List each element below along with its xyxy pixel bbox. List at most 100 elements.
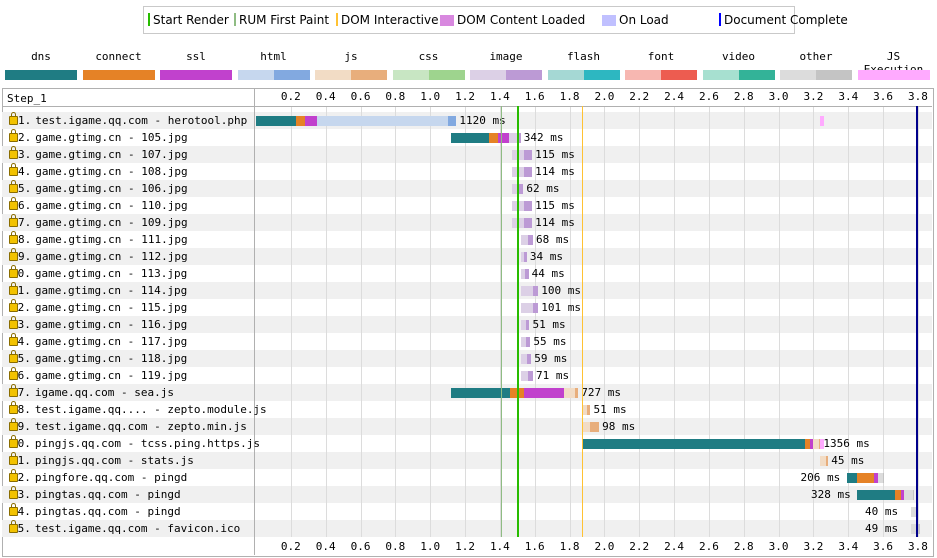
request-label[interactable]: 21. pingjs.qq.com - stats.js: [9, 452, 194, 469]
table-row[interactable]: [2, 112, 932, 129]
request-label[interactable]: 18. test.igame.qq.... - zepto.module.js: [9, 401, 267, 418]
request-label[interactable]: 24. pingtas.qq.com - pingd: [9, 503, 181, 520]
swatch-light: [625, 70, 661, 80]
request-label[interactable]: 20. pingjs.qq.com - tcss.ping.https.js: [9, 435, 260, 452]
request-label[interactable]: 10. game.gtimg.cn - 113.jpg: [9, 265, 187, 282]
lock-icon: [9, 333, 18, 346]
request-label[interactable]: 3. game.gtimg.cn - 107.jpg: [9, 146, 188, 163]
request-label[interactable]: 12. game.gtimg.cn - 115.jpg: [9, 299, 187, 316]
request-separator: -: [120, 284, 141, 297]
duration-label: 71 ms: [535, 369, 570, 382]
request-separator: -: [114, 386, 135, 399]
legend-type-swatch: [5, 70, 77, 80]
axis-tick-bottom: 3.2: [803, 540, 824, 553]
request-label[interactable]: 9. game.gtimg.cn - 112.jpg: [9, 248, 188, 265]
duration-label: 114 ms: [535, 216, 575, 229]
legend-swatch: [719, 13, 721, 26]
request-host: igame.qq.com: [34, 386, 115, 399]
request-host: game.gtimg.cn: [35, 250, 122, 263]
request-label[interactable]: 22. pingfore.qq.com - pingd: [9, 469, 187, 486]
ssl-segment: [524, 388, 565, 398]
request-label[interactable]: 1. test.igame.qq.com - herotool.php: [9, 112, 247, 129]
gridline: [290, 106, 292, 537]
request-number: 1.: [18, 114, 32, 127]
js-execution-segment: [820, 439, 824, 449]
request-label[interactable]: 6. game.gtimg.cn - 110.jpg: [9, 197, 188, 214]
lock-icon: [9, 469, 18, 482]
gridline: [917, 106, 919, 537]
request-host: game.gtimg.cn: [35, 182, 122, 195]
download-segment: [527, 235, 533, 245]
request-label[interactable]: 17. igame.qq.com - sea.js: [9, 384, 174, 401]
axis-tick-top: 1.0: [420, 90, 441, 103]
table-row[interactable]: [2, 248, 932, 265]
lock-icon: [9, 350, 18, 363]
request-path: 116.jpg: [140, 318, 188, 331]
download-segment: [532, 303, 539, 313]
duration-label: 34 ms: [529, 250, 563, 263]
request-host: test.igame.qq.com: [35, 114, 148, 127]
legend-type-image: image: [489, 50, 523, 63]
request-label[interactable]: 11. game.gtimg.cn - 114.jpg: [9, 282, 187, 299]
request-label[interactable]: 5. game.gtimg.cn - 106.jpg: [9, 180, 188, 197]
request-label[interactable]: 7. game.gtimg.cn - 109.jpg: [9, 214, 188, 231]
legend-label: RUM First Paint: [239, 13, 330, 27]
axis-tick-bottom: 1.4: [489, 540, 510, 553]
table-row[interactable]: [2, 146, 932, 163]
connect-segment: [804, 439, 810, 449]
table-row[interactable]: [2, 316, 932, 333]
request-number: 6.: [18, 199, 32, 212]
duration-label: 51 ms: [593, 403, 627, 416]
request-label[interactable]: 23. pingtas.qq.com - pingd: [9, 486, 181, 503]
request-segment: [520, 354, 527, 364]
request-label[interactable]: 15. game.gtimg.cn - 118.jpg: [9, 350, 187, 367]
duration-label: 55 ms: [533, 335, 567, 348]
swatch-dark: [816, 70, 852, 80]
axis-tick-top: 0.6: [350, 90, 371, 103]
table-row[interactable]: [2, 214, 932, 231]
lock-icon: [9, 452, 18, 465]
table-row[interactable]: [2, 350, 932, 367]
request-number: 5.: [18, 182, 32, 195]
table-row[interactable]: [2, 486, 932, 503]
request-number: 4.: [18, 165, 32, 178]
table-row[interactable]: [2, 180, 932, 197]
table-row[interactable]: [2, 418, 932, 435]
table-row[interactable]: [2, 520, 932, 537]
table-row[interactable]: [2, 282, 932, 299]
axis-tick-top: 3.8: [908, 90, 928, 103]
gridline: [639, 106, 641, 537]
swatch-light: [702, 70, 739, 80]
request-path: sea.js: [134, 386, 174, 399]
lock-icon: [9, 231, 18, 244]
request-label[interactable]: 25. test.igame.qq.com - favicon.ico: [9, 520, 240, 537]
legend-type-css: css: [418, 50, 439, 63]
duration-label: 40 ms: [864, 505, 899, 518]
request-label[interactable]: 13. game.gtimg.cn - 116.jpg: [9, 316, 187, 333]
request-label[interactable]: 2. game.gtimg.cn - 105.jpg: [9, 129, 188, 146]
request-segment: [581, 405, 587, 415]
label-column-divider: [254, 88, 255, 555]
request-segment: [520, 269, 526, 279]
download-segment: [447, 116, 457, 126]
swatch-light: [160, 70, 196, 80]
request-label[interactable]: 14. game.gtimg.cn - 117.jpg: [9, 333, 187, 350]
request-segment: [520, 286, 533, 296]
request-label[interactable]: 19. test.igame.qq.com - zepto.min.js: [9, 418, 247, 435]
request-host: test.igame.qq....: [34, 403, 148, 416]
download-segment: [524, 150, 533, 160]
swatch-light: [470, 70, 506, 80]
request-separator: -: [147, 420, 168, 433]
axis-tick-top: 2.2: [629, 90, 650, 103]
axis-tick-bottom: 1.0: [420, 540, 441, 553]
request-label[interactable]: 8. game.gtimg.cn - 111.jpg: [9, 231, 188, 248]
table-row[interactable]: [2, 452, 932, 469]
request-label[interactable]: 16. game.gtimg.cn - 119.jpg: [9, 367, 187, 384]
axis-tick-top: 0.4: [315, 90, 336, 103]
gridline: [465, 106, 467, 537]
content-type-legend: dns connect ssl html js css image flash font vide…: [0, 50, 937, 84]
request-label[interactable]: 4. game.gtimg.cn - 108.jpg: [9, 163, 188, 180]
swatch-dark: [738, 70, 775, 80]
legend-swatch: [234, 13, 236, 26]
legend-type-js: js: [344, 50, 358, 63]
